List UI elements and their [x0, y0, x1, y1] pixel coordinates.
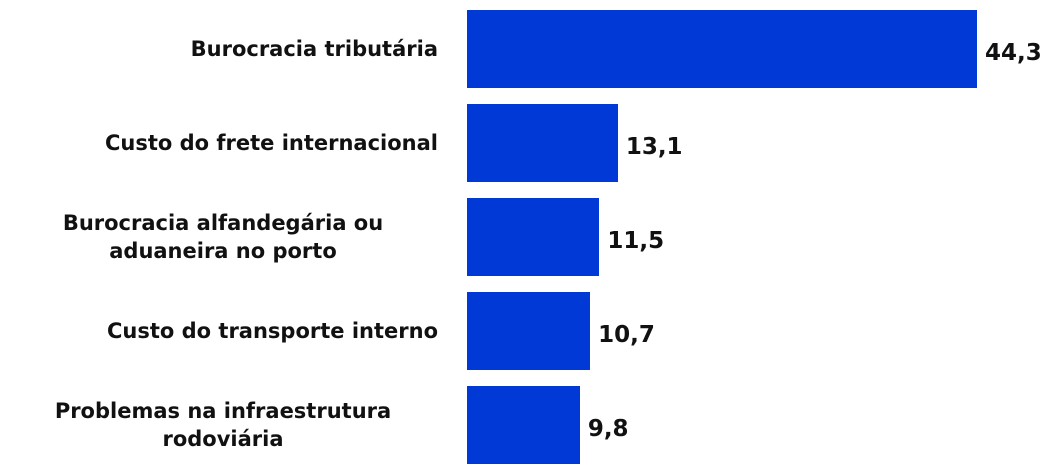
category-label: Burocracia tributária	[0, 9, 438, 89]
value-label: 9,8	[587, 416, 629, 442]
bar	[467, 386, 580, 464]
bar	[467, 198, 600, 276]
category-text: Custo do frete internacional	[104, 131, 438, 155]
value-label: 11,5	[607, 228, 665, 254]
value-label: 13,1	[625, 134, 683, 160]
category-text: Burocracia alfandegária ou aduaneira no …	[62, 211, 384, 263]
bar	[467, 104, 618, 182]
value-label: 10,7	[598, 322, 655, 348]
category-label: Custo do frete internacional	[0, 103, 438, 183]
category-label: Problemas na infraestrutura rodoviária	[0, 385, 438, 465]
category-label: Custo do transporte interno	[0, 291, 438, 371]
category-text: Burocracia tributária	[190, 37, 438, 61]
category-label: Burocracia alfandegária ou aduaneira no …	[0, 197, 438, 277]
bar	[467, 10, 977, 88]
category-text: Custo do transporte interno	[107, 319, 438, 343]
category-text: Problemas na infraestrutura rodoviária	[54, 399, 392, 451]
value-label: 44,3	[985, 40, 1042, 66]
bar	[467, 292, 591, 370]
